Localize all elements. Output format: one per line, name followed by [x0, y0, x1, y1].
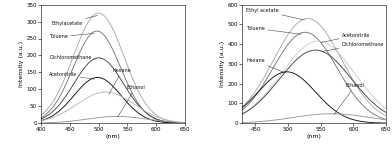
Text: Dichloromethane: Dichloromethane	[322, 42, 384, 51]
X-axis label: (nm): (nm)	[307, 134, 322, 139]
Text: Ethyl acetate: Ethyl acetate	[246, 8, 305, 20]
Text: Acetonitrile: Acetonitrile	[49, 72, 94, 79]
Text: Ethanol: Ethanol	[334, 83, 364, 115]
Text: Hexane: Hexane	[109, 68, 131, 94]
Text: Acetonitrile: Acetonitrile	[321, 33, 370, 43]
Text: Toluene: Toluene	[246, 26, 301, 34]
Text: Dichloromethane: Dichloromethane	[49, 55, 95, 60]
Text: Toluene: Toluene	[49, 33, 94, 39]
X-axis label: (nm): (nm)	[105, 134, 120, 139]
Y-axis label: Intensity (a.u.): Intensity (a.u.)	[220, 41, 225, 87]
Text: Ethylacetate: Ethylacetate	[51, 15, 98, 26]
Y-axis label: Intensity (a.u.): Intensity (a.u.)	[19, 41, 24, 87]
Text: Ethanol: Ethanol	[118, 85, 145, 117]
Text: Hexane: Hexane	[246, 59, 285, 73]
